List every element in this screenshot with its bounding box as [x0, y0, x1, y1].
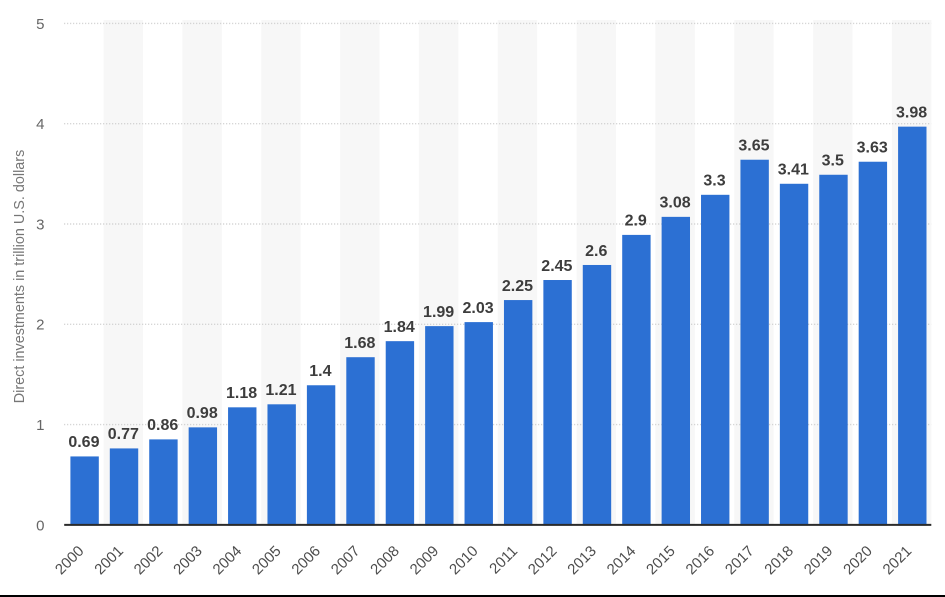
svg-text:0.69: 0.69: [68, 434, 99, 451]
svg-text:3.98: 3.98: [896, 104, 927, 121]
svg-text:3: 3: [36, 216, 44, 233]
svg-text:3.41: 3.41: [778, 162, 809, 179]
svg-text:3.5: 3.5: [822, 153, 844, 170]
svg-text:2.25: 2.25: [502, 278, 533, 295]
svg-text:2.9: 2.9: [625, 213, 647, 230]
svg-text:2.03: 2.03: [462, 300, 493, 317]
svg-text:Direct investments in trillion: Direct investments in trillion U.S. doll…: [12, 150, 28, 404]
svg-text:3.08: 3.08: [660, 195, 691, 212]
svg-text:1.18: 1.18: [226, 385, 257, 402]
svg-text:0.77: 0.77: [108, 426, 139, 443]
svg-text:1.4: 1.4: [309, 363, 331, 380]
svg-text:0.86: 0.86: [147, 417, 178, 434]
svg-text:5: 5: [36, 16, 44, 33]
svg-text:3.3: 3.3: [703, 173, 725, 190]
svg-text:0: 0: [36, 517, 44, 534]
svg-text:4: 4: [36, 116, 44, 133]
svg-text:1.84: 1.84: [384, 319, 415, 336]
svg-text:0.98: 0.98: [187, 405, 218, 422]
svg-text:3.63: 3.63: [857, 140, 888, 157]
svg-text:1: 1: [36, 417, 44, 434]
svg-text:1.68: 1.68: [344, 335, 375, 352]
svg-text:1.21: 1.21: [265, 382, 296, 399]
svg-text:2: 2: [36, 317, 44, 334]
svg-text:3.65: 3.65: [738, 138, 769, 155]
svg-text:1.99: 1.99: [423, 304, 454, 321]
svg-text:2.45: 2.45: [541, 258, 572, 275]
svg-text:2.6: 2.6: [585, 243, 607, 260]
